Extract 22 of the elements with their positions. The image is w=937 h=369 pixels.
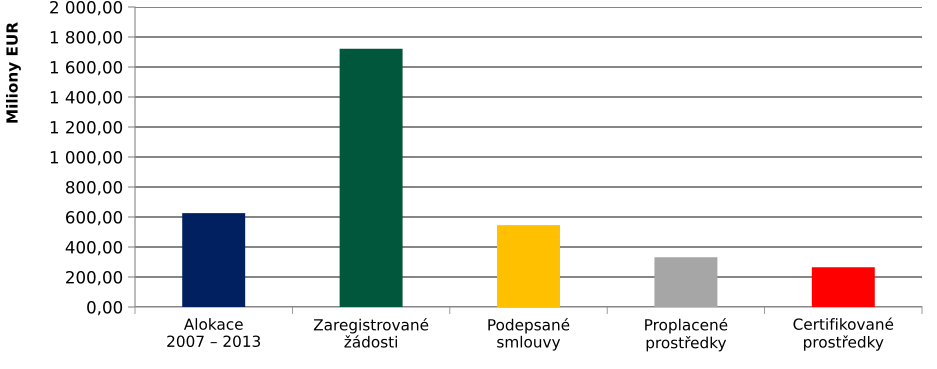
y-tick-label: 1 600,00	[50, 60, 122, 76]
y-tick-label: 0,00	[87, 300, 122, 316]
x-tick-label: Zaregistrované žádosti	[314, 318, 428, 348]
y-tick-label: 1 400,00	[50, 90, 122, 106]
x-tick-label: Podepsané smlouvy	[488, 318, 570, 351]
y-tick-label: 1 800,00	[50, 30, 122, 46]
y-axis-title: Miliony EUR	[6, 22, 21, 123]
y-tick-label: 400,00	[66, 240, 122, 256]
bar	[654, 257, 718, 307]
x-tick-label: Proplacené prostředky	[645, 318, 728, 352]
y-tick-label: 2 000,00	[50, 0, 122, 16]
bar	[340, 48, 403, 307]
x-tick-label: Certifikované prostředky	[793, 318, 894, 351]
y-tick-label: 800,00	[66, 180, 122, 196]
x-tick-label: Alokace 2007 – 2013	[167, 318, 260, 348]
bar	[812, 267, 875, 307]
bar	[497, 225, 560, 307]
y-tick-label: 1 200,00	[50, 120, 122, 136]
bar	[182, 213, 246, 307]
y-tick-label: 600,00	[66, 210, 122, 226]
y-tick-label: 1 000,00	[50, 150, 122, 166]
y-tick-label: 200,00	[66, 270, 122, 286]
